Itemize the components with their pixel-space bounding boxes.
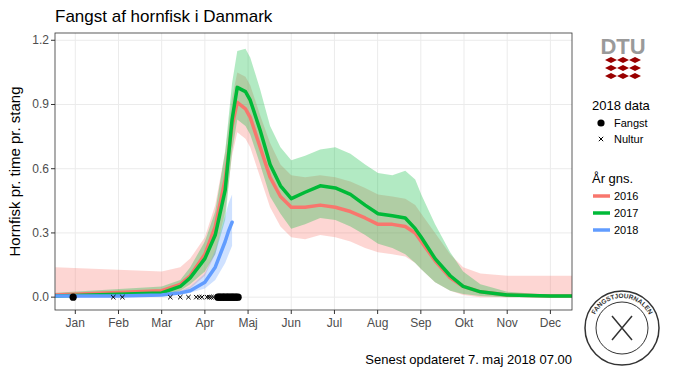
legend: 2018 data Fangst Nultur År gns. 2016 2017 2018: [592, 98, 651, 236]
x-tick-label: Jan: [66, 316, 85, 330]
legend-marker: [597, 119, 604, 126]
tick-mark: [420, 310, 421, 314]
tick-mark: [550, 310, 551, 314]
x-tick-label: Maj: [238, 316, 257, 330]
tick-mark: [248, 310, 249, 314]
logo-shape: [612, 316, 632, 340]
grid-line: [161, 33, 162, 310]
tick-mark: [51, 40, 55, 41]
tick-mark: [51, 104, 55, 105]
y-tick-label: 1.2: [32, 33, 49, 47]
legend-label: Nultur: [614, 133, 644, 145]
y-tick-label: 0.0: [32, 290, 49, 304]
data-point: [211, 295, 215, 299]
x-tick-label: Mar: [151, 316, 172, 330]
x-tick-label: Okt: [455, 316, 474, 330]
tick-mark: [75, 310, 76, 314]
tick-mark: [118, 310, 119, 314]
logo-shape: [629, 73, 641, 79]
logo-shape: [605, 57, 617, 63]
legend-swatch: [593, 194, 610, 198]
grid: [55, 33, 572, 310]
logo-shape: [605, 65, 617, 71]
x-tick-label: Nov: [497, 316, 518, 330]
chart: 0.0 0.3 0.6 0.9 1.2 Jan Feb Mar Apr Maj Jun Jul Aug S…: [0, 0, 675, 375]
tick-mark: [51, 168, 55, 169]
grid-line: [507, 33, 508, 310]
x-tick-label: Feb: [108, 316, 129, 330]
confidence-band: [55, 194, 232, 297]
x-tick-label: Apr: [196, 316, 215, 330]
tick-mark: [204, 310, 205, 314]
data-point: [178, 295, 182, 299]
logo-shape: [629, 65, 641, 71]
title: Fangst af hornfisk i Danmark: [55, 7, 273, 26]
x-tick-label: Sep: [410, 316, 432, 330]
data: [55, 49, 572, 301]
tick-mark: [464, 310, 465, 314]
logo-text: FANGSTJOURNALEN: [590, 292, 655, 316]
grid-line: [55, 104, 572, 105]
grid-line: [550, 33, 551, 310]
series-line: [55, 102, 572, 296]
data-point: [235, 294, 242, 301]
y-tick-label: 0.9: [32, 97, 49, 111]
x-tick-label: Aug: [367, 316, 388, 330]
data-point: [200, 295, 204, 299]
logo-ring: [596, 302, 648, 354]
x-tick-label: Jun: [282, 316, 301, 330]
tick-mark: [51, 297, 55, 298]
logo-shape: [617, 73, 629, 79]
y-axis-label: Hornfisk pr. time pr. stang: [6, 86, 23, 256]
tick-mark: [334, 310, 335, 314]
grid-line: [118, 33, 119, 310]
fangstjournalen-logo: FANGSTJOURNALEN: [585, 291, 659, 365]
data-point: [186, 295, 190, 299]
confidence-band: [55, 49, 572, 297]
y-tick-label: 0.3: [32, 226, 49, 240]
tick-mark: [161, 310, 162, 314]
logo-shape: [629, 57, 641, 63]
tick-mark: [51, 232, 55, 233]
data-point: [111, 295, 115, 299]
grid-line: [55, 40, 572, 41]
y-tick-label: 0.6: [32, 162, 49, 176]
plot-background: [55, 33, 572, 310]
data-point: [120, 295, 124, 299]
data-point: [168, 295, 172, 299]
legend-label: Fangst: [614, 117, 648, 129]
legend-label: 2017: [614, 207, 638, 219]
grid-line: [377, 33, 378, 310]
logo-text: DTU: [600, 34, 645, 59]
data-point: [70, 294, 77, 301]
legend-title: 2018 data: [592, 98, 651, 113]
legend-title: År gns.: [592, 171, 633, 186]
tick-mark: [507, 310, 508, 314]
x-tick-label: Jul: [327, 316, 342, 330]
logo-shape: [617, 57, 629, 63]
legend-swatch: [593, 211, 610, 215]
series-line: [55, 222, 232, 296]
plot-frame: [55, 33, 572, 310]
legend-label: 2016: [614, 190, 638, 202]
legend-label: 2018: [614, 224, 638, 236]
dtu-logo: DTU: [600, 34, 645, 79]
logo-text: FANGSTJOURNALEN: [590, 292, 655, 316]
logo-shape: [605, 73, 617, 79]
legend-marker: [599, 137, 603, 141]
series-line: [55, 87, 572, 296]
tick-mark: [291, 310, 292, 314]
caption: Senest opdateret 7. maj 2018 07.00: [365, 352, 572, 367]
x-tick-label: Dec: [540, 316, 561, 330]
logo-ring: [585, 291, 659, 365]
logo-shape: [617, 65, 629, 71]
tick-mark: [377, 310, 378, 314]
legend-swatch: [593, 228, 610, 232]
